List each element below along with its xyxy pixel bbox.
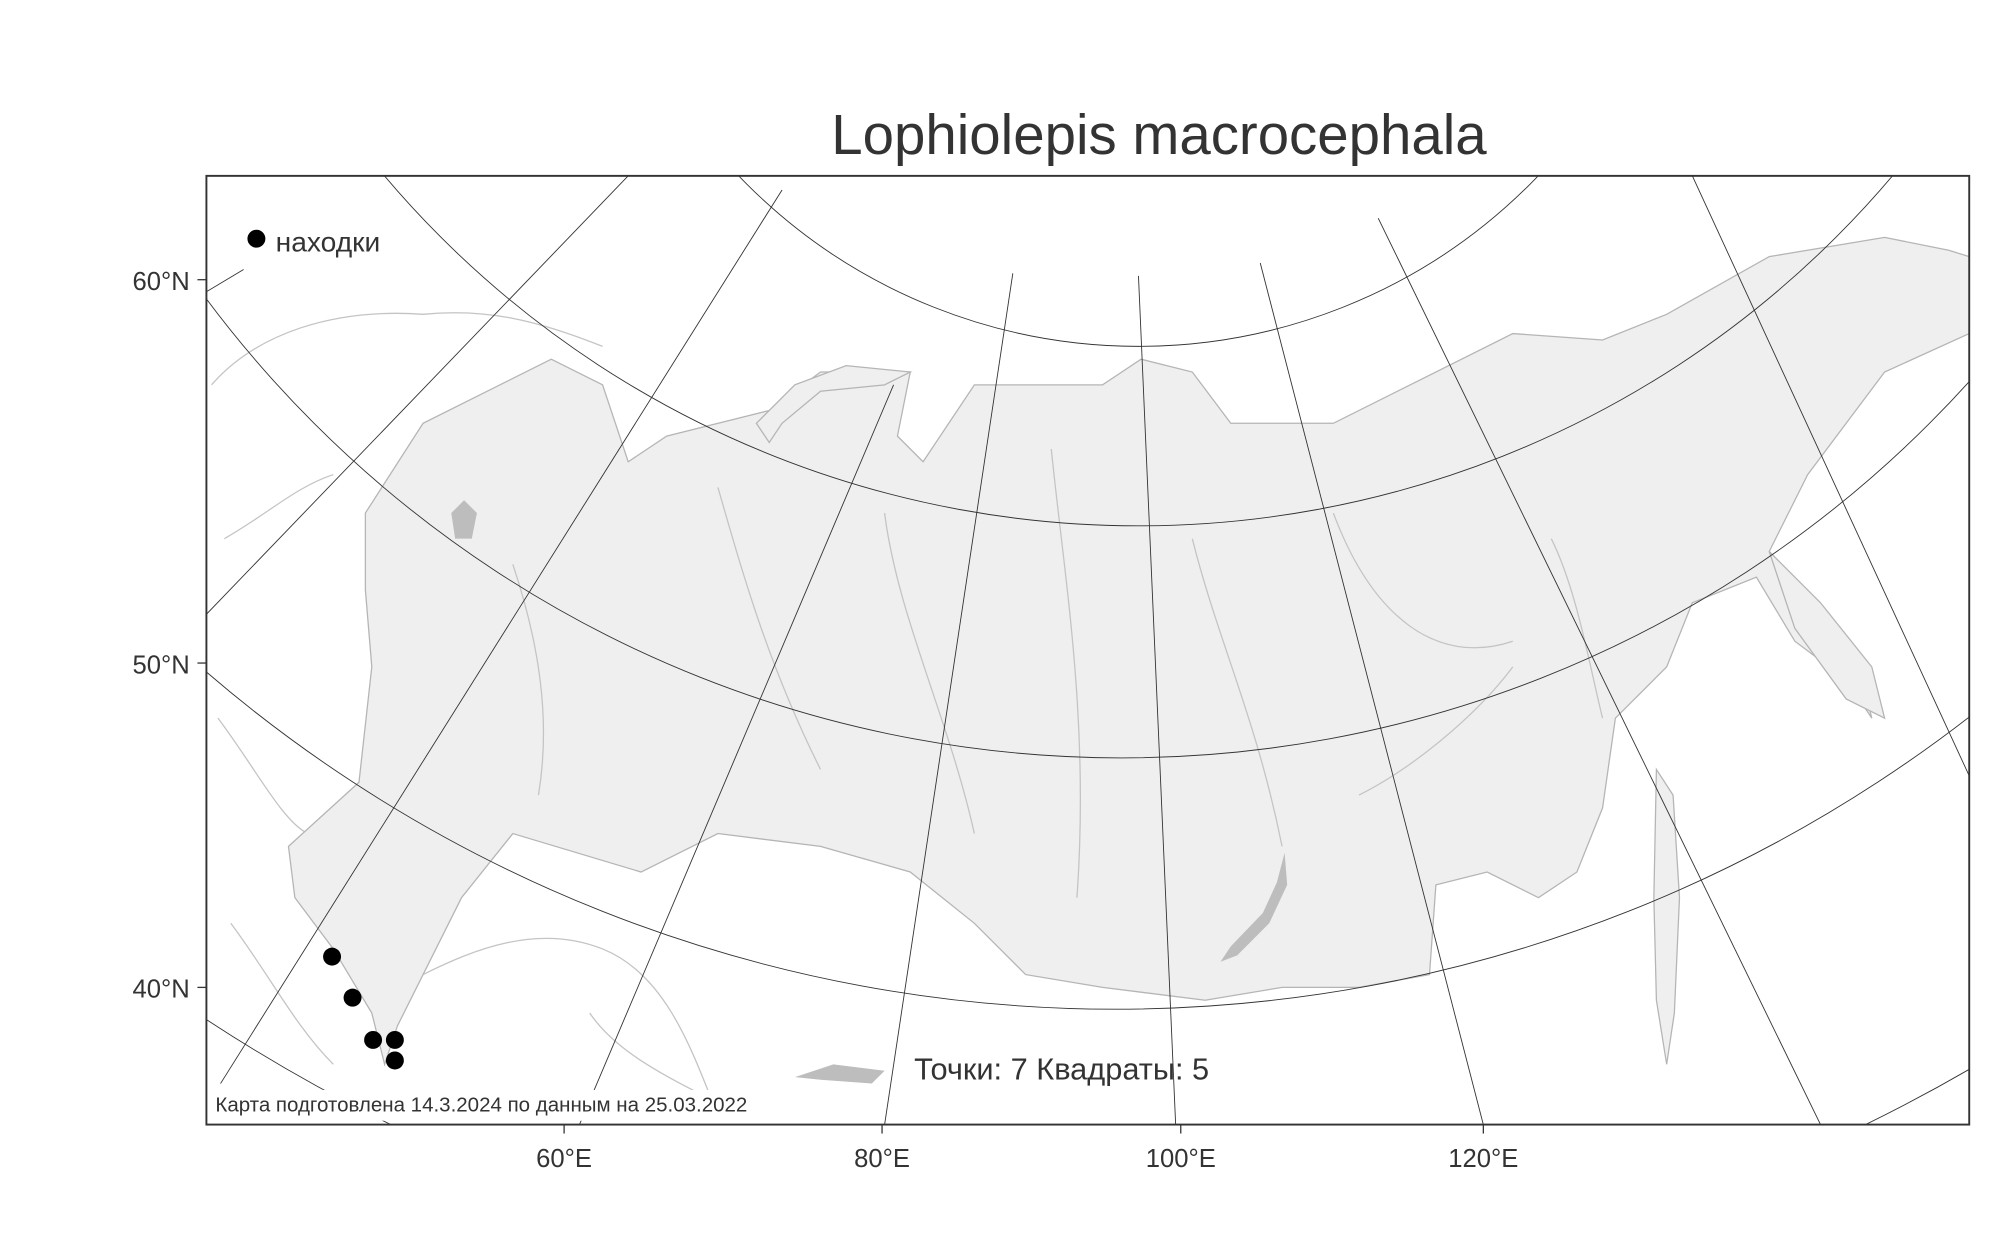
lake-balkhash [794,1064,885,1084]
y-tick-label: 50°N [132,651,189,679]
x-tick-label: 120°E [1448,1145,1518,1173]
meridian-line [1691,175,1970,777]
parallel-line [384,175,1893,527]
meridian-line [579,384,895,1125]
meridian-line [1259,262,1484,1125]
meridian-line [206,175,629,615]
y-axis: 60°N 50°N 40°N [132,268,207,1004]
coastline-west [211,312,719,1116]
meridian-line [884,273,1014,1125]
occurrence-point [364,1030,383,1049]
parallel-line [206,297,1970,759]
footer-background [210,1089,813,1121]
russia-landmass [287,236,1970,1067]
x-tick-label: 100°E [1146,1145,1216,1173]
occurrence-point [385,1051,404,1070]
meridian-line [206,269,244,293]
x-tick-label: 80°E [854,1145,910,1173]
rivers [512,448,1604,898]
legend-point-icon [247,229,266,248]
parallel-line [738,175,1539,347]
map-frame [205,174,1971,1126]
meridian-line [1377,217,1821,1125]
y-tick-label: 40°N [132,976,189,1004]
meridian-line [220,189,783,1084]
stats-text: Точки: 7 Квадраты: 5 [914,1052,1209,1087]
x-axis: 60°E 80°E 100°E 120°E [536,1124,1518,1173]
lake-baikal [1220,852,1288,962]
footer-credit: Карта подготовлена 14.3.2024 по данным н… [215,1094,747,1117]
occurrence-point [323,947,342,966]
legend-label: находки [276,226,381,258]
meridian-line [1138,275,1177,1125]
lake-ladoga [451,500,477,539]
kamchatka [1768,551,1886,720]
sakhalin-island [1653,767,1681,1065]
occurrence-point [343,988,362,1007]
parallel-line [206,671,1970,1010]
occurrence-point [385,1030,404,1049]
map-title: Lophiolepis macrocephala [831,103,1487,166]
x-tick-label: 60°E [536,1145,592,1173]
occurrence-points [323,947,404,1070]
y-tick-label: 60°N [132,268,189,296]
novaya-zemlya [755,364,913,444]
